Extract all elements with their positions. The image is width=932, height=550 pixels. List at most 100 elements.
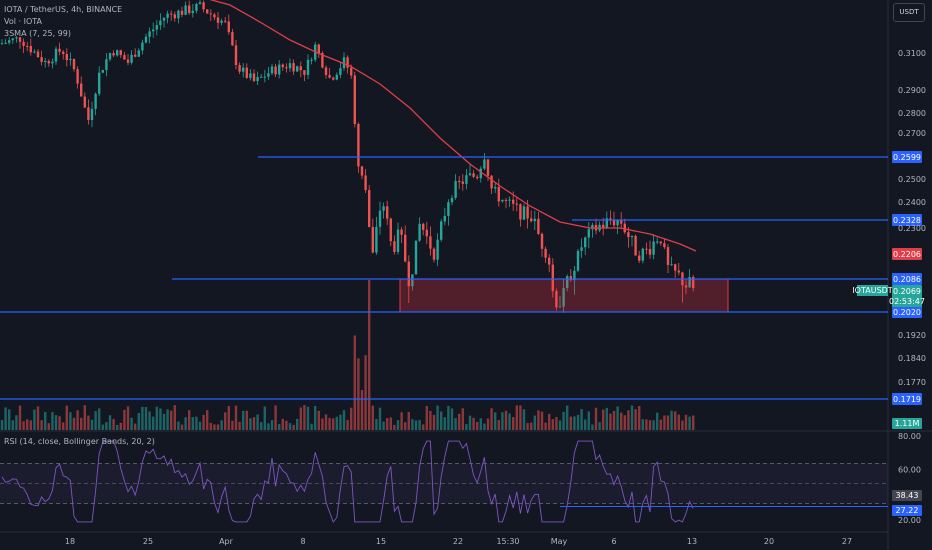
candle xyxy=(533,218,536,222)
candle xyxy=(692,277,695,289)
volume-bar xyxy=(537,410,540,430)
candle xyxy=(616,220,619,226)
candle xyxy=(393,241,396,252)
volume-bar xyxy=(126,406,130,430)
volume-bar xyxy=(216,424,220,430)
candle xyxy=(548,257,551,265)
candle xyxy=(119,50,122,56)
candle xyxy=(18,37,22,42)
volume-bar xyxy=(332,418,335,430)
candle xyxy=(620,220,623,224)
volume-bar xyxy=(432,414,436,430)
volume-bar xyxy=(242,410,245,430)
candle xyxy=(645,248,648,250)
candle xyxy=(396,229,400,252)
volume-bar xyxy=(101,424,104,430)
candle xyxy=(94,93,97,109)
volume-bar xyxy=(252,417,256,430)
volume-bar xyxy=(515,405,518,430)
candle xyxy=(166,13,169,18)
candle xyxy=(11,38,14,41)
level-label: 0.2020 xyxy=(893,308,921,317)
volume-bar xyxy=(116,424,119,430)
volume-bar xyxy=(598,422,601,430)
time-tick: Apr xyxy=(219,537,234,546)
candle xyxy=(609,218,612,221)
sma-value-label: 0.2206 xyxy=(893,250,921,259)
volume-bar xyxy=(170,410,173,430)
volume-bar xyxy=(22,421,25,430)
volume-bar xyxy=(450,408,454,430)
candle xyxy=(116,50,119,56)
candle xyxy=(461,181,464,184)
volume-bar xyxy=(389,417,392,430)
symbol-legend: IOTA / TetherUS, 4h, BINANCE xyxy=(4,5,123,14)
volume-bar xyxy=(87,415,90,430)
currency-button[interactable]: USDT xyxy=(893,3,925,22)
volume-bar xyxy=(620,412,623,430)
candle xyxy=(411,274,414,287)
candle xyxy=(605,218,608,228)
volume-bar xyxy=(648,420,652,430)
candle xyxy=(4,42,7,44)
volume-bar xyxy=(468,415,472,430)
volume-bar xyxy=(548,413,551,430)
volume-bar xyxy=(234,405,238,430)
volume-bar xyxy=(303,405,306,430)
candle xyxy=(317,44,320,53)
volume-bar xyxy=(256,414,259,430)
volume-bar xyxy=(681,420,684,430)
candle xyxy=(630,235,634,238)
volume-bar xyxy=(119,422,122,430)
candle xyxy=(170,13,173,15)
price-tick: 0.2700 xyxy=(898,129,926,138)
candle xyxy=(429,236,432,249)
price-tick: 0.1840 xyxy=(898,354,926,363)
candle xyxy=(44,60,47,62)
candle xyxy=(476,176,479,179)
volume-bar xyxy=(479,418,482,430)
volume-bar xyxy=(454,418,457,430)
candle xyxy=(364,175,367,191)
time-tick: 22 xyxy=(453,537,463,546)
volume-bar xyxy=(144,407,148,430)
volume-bar xyxy=(328,417,331,430)
volume-bar xyxy=(342,410,346,430)
candle xyxy=(530,218,533,222)
current-price-tag xyxy=(892,285,922,307)
candle xyxy=(105,59,108,70)
volume-bar xyxy=(134,423,137,430)
candle xyxy=(638,255,641,261)
candle xyxy=(8,40,11,43)
candle xyxy=(328,74,331,78)
candle xyxy=(191,10,194,14)
candle xyxy=(504,199,508,201)
volume-bar xyxy=(227,406,230,430)
volume-bar xyxy=(324,414,328,430)
candle xyxy=(260,76,263,78)
candle xyxy=(612,220,616,226)
candle xyxy=(270,66,274,74)
candle xyxy=(515,203,518,205)
volume-bar xyxy=(310,423,313,430)
candle xyxy=(0,43,4,45)
volume-bar xyxy=(641,419,644,430)
volume-bar xyxy=(209,422,212,430)
volume-bar xyxy=(173,405,176,430)
volume-bar xyxy=(501,412,504,430)
volume-bar xyxy=(612,410,616,430)
candle xyxy=(159,20,162,26)
candle xyxy=(101,69,104,73)
candle xyxy=(76,69,79,84)
candle xyxy=(400,229,403,235)
level-tag xyxy=(892,306,922,318)
candle xyxy=(252,73,256,82)
candle xyxy=(22,41,25,46)
sma-legend: 3SMA (7, 25, 99) xyxy=(4,29,71,38)
volume-bar xyxy=(177,421,180,430)
candle xyxy=(450,197,454,203)
volume-bar xyxy=(62,422,65,430)
volume-bar xyxy=(166,409,169,430)
price-tick: 0.2300 xyxy=(898,224,926,233)
